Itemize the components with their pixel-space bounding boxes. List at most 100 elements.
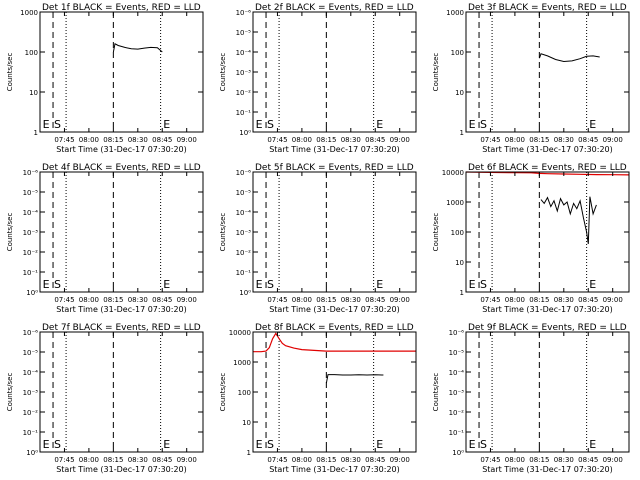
x-tick-label: 09:00 xyxy=(177,136,197,144)
x-axis-label: Start Time (31-Dec-17 07:30:20) xyxy=(56,465,187,474)
y-tick-label: 10⁻³ xyxy=(236,229,252,237)
x-axis-label: Start Time (31-Dec-17 07:30:20) xyxy=(269,305,400,314)
x-tick-label: 07:45 xyxy=(267,136,287,144)
x-tick-label: 08:00 xyxy=(79,456,99,464)
event-marker-label: E xyxy=(376,118,383,131)
event-marker-label: E xyxy=(469,438,476,451)
plot-frame xyxy=(39,11,204,133)
x-tick-label: 08:00 xyxy=(292,136,312,144)
y-tick-label: 10⁻¹ xyxy=(23,269,39,277)
x-tick-label: 08:45 xyxy=(365,136,385,144)
plot-frame xyxy=(252,331,417,453)
event-marker-label: E xyxy=(589,118,596,131)
y-tick-label: 10⁻⁴ xyxy=(236,49,252,57)
x-tick-label: 08:00 xyxy=(505,296,525,304)
y-tick-label: 1 xyxy=(460,289,464,297)
y-tick-label: 1 xyxy=(460,129,464,137)
x-tick-label: 08:00 xyxy=(79,136,99,144)
plot-frame xyxy=(252,11,417,133)
y-tick-label: 1 xyxy=(247,449,251,457)
x-tick-label: 08:15 xyxy=(316,136,336,144)
event-marker-label: E xyxy=(469,118,476,131)
x-tick-label: 07:45 xyxy=(54,296,74,304)
x-tick-label: 08:30 xyxy=(554,456,574,464)
x-tick-label: 08:45 xyxy=(578,456,598,464)
y-tick-label: 10⁻⁶ xyxy=(23,329,39,337)
event-rate-line xyxy=(112,43,163,53)
panel-title: Det 2f BLACK = Events, RED = LLD xyxy=(255,3,414,13)
y-tick-label: 10⁻³ xyxy=(449,389,465,397)
panel-title: Det 1f BLACK = Events, RED = LLD xyxy=(42,3,201,13)
y-axis-label: Counts/sec xyxy=(432,213,440,252)
y-tick-label: 10⁰ xyxy=(26,289,38,297)
y-tick-label: 10⁻⁵ xyxy=(23,189,39,197)
plot-frame xyxy=(465,11,630,133)
event-marker-label: E xyxy=(43,278,50,291)
event-marker-label: E xyxy=(589,278,596,291)
x-tick-label: 08:45 xyxy=(578,136,598,144)
x-tick-label: 08:15 xyxy=(316,456,336,464)
event-rate-line xyxy=(540,196,597,244)
event-marker-label: S xyxy=(480,118,487,131)
panel-title: Det 4f BLACK = Events, RED = LLD xyxy=(42,163,201,173)
x-tick-label: 08:45 xyxy=(152,296,172,304)
event-marker-label: S xyxy=(54,118,61,131)
x-axis-label: Start Time (31-Dec-17 07:30:20) xyxy=(482,305,613,314)
x-tick-label: 08:45 xyxy=(578,296,598,304)
y-tick-label: 1000 xyxy=(233,359,251,367)
event-marker-label: S xyxy=(54,278,61,291)
y-tick-label: 10⁰ xyxy=(239,129,251,137)
x-tick-label: 07:45 xyxy=(267,456,287,464)
y-tick-label: 100 xyxy=(451,49,464,57)
y-tick-label: 10⁰ xyxy=(452,449,464,457)
y-tick-label: 100 xyxy=(238,389,251,397)
y-tick-label: 100 xyxy=(25,49,38,57)
event-marker-label: E xyxy=(256,118,263,131)
y-tick-label: 10⁻² xyxy=(236,249,252,257)
x-tick-label: 08:00 xyxy=(292,456,312,464)
plot-frame xyxy=(252,171,417,293)
x-tick-label: 08:00 xyxy=(505,136,525,144)
y-tick-label: 10⁻⁴ xyxy=(23,209,39,217)
x-axis-label: Start Time (31-Dec-17 07:30:20) xyxy=(482,465,613,474)
x-tick-label: 08:15 xyxy=(529,456,549,464)
x-tick-label: 08:45 xyxy=(152,456,172,464)
y-axis-label: Counts/sec xyxy=(432,53,440,92)
event-marker-label: E xyxy=(163,118,170,131)
x-tick-label: 07:45 xyxy=(480,136,500,144)
y-tick-label: 10⁻⁶ xyxy=(236,9,252,17)
x-tick-label: 08:30 xyxy=(341,136,361,144)
y-tick-label: 10⁰ xyxy=(239,289,251,297)
y-tick-label: 10⁻¹ xyxy=(23,429,39,437)
x-tick-label: 08:15 xyxy=(316,296,336,304)
y-tick-label: 10⁻² xyxy=(236,89,252,97)
x-tick-label: 09:00 xyxy=(603,136,623,144)
event-marker-label: E xyxy=(376,438,383,451)
y-tick-label: 1000 xyxy=(20,9,38,17)
panel-title: Det 3f BLACK = Events, RED = LLD xyxy=(468,3,627,13)
event-marker-label: S xyxy=(480,438,487,451)
panel-title: Det 5f BLACK = Events, RED = LLD xyxy=(255,163,414,173)
x-tick-label: 09:00 xyxy=(603,296,623,304)
x-tick-label: 07:45 xyxy=(54,136,74,144)
y-tick-label: 10 xyxy=(455,259,464,267)
panel-title: Det 6f BLACK = Events, RED = LLD xyxy=(468,163,627,173)
x-tick-label: 08:15 xyxy=(103,296,123,304)
y-tick-label: 10⁻⁶ xyxy=(449,329,465,337)
x-tick-label: 09:00 xyxy=(390,456,410,464)
event-marker-label: E xyxy=(256,438,263,451)
y-axis-label: Counts/sec xyxy=(432,373,440,412)
y-tick-label: 10⁻¹ xyxy=(236,109,252,117)
y-tick-label: 10⁻⁴ xyxy=(449,369,465,377)
panel-det-6: Det 6f BLACK = Events, RED = LLD10000100… xyxy=(432,163,630,314)
plot-frame xyxy=(465,331,630,453)
y-axis-label: Counts/sec xyxy=(6,53,14,92)
x-tick-label: 08:15 xyxy=(103,136,123,144)
event-marker-label: E xyxy=(43,118,50,131)
y-tick-label: 10 xyxy=(29,89,38,97)
y-tick-label: 10⁻⁴ xyxy=(236,209,252,217)
plot-frame xyxy=(39,171,204,293)
y-tick-label: 10 xyxy=(242,419,251,427)
